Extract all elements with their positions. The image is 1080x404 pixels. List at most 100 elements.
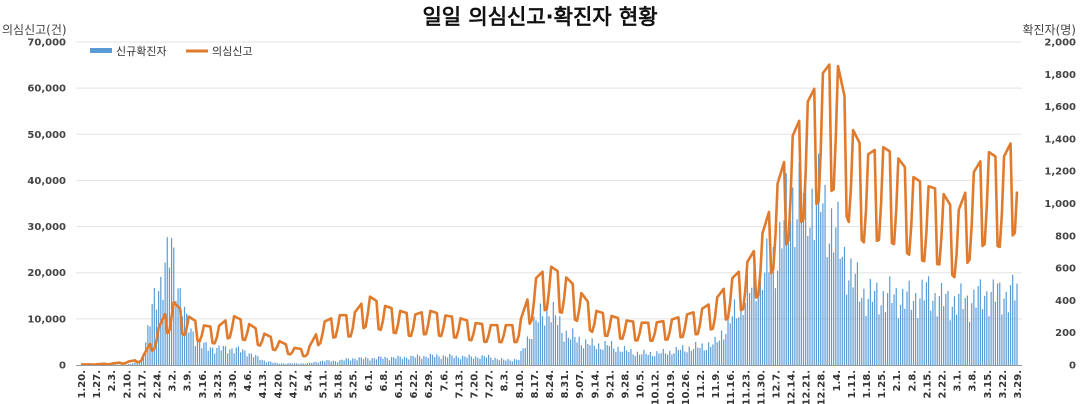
confirmed-bar	[884, 312, 887, 365]
confirmed-bar	[304, 363, 306, 365]
confirmed-bar	[714, 336, 716, 365]
confirmed-bar	[483, 356, 485, 365]
confirmed-bar	[984, 295, 986, 365]
right-y-tick: 1,400	[1044, 134, 1076, 145]
right-y-axis: 0 200 400 600 800 1,000 1,200 1,400 1,600 1,800 2,…	[1044, 38, 1076, 372]
x-tick-label: 11.9.	[711, 370, 722, 398]
confirmed-bar	[520, 350, 522, 365]
confirmed-bar	[334, 361, 337, 365]
confirmed-bar	[673, 353, 675, 365]
confirmed-bar	[513, 358, 516, 365]
confirmed-bar	[606, 345, 608, 365]
confirmed-bar	[699, 348, 701, 365]
x-tick-label: 1.27.	[92, 370, 103, 398]
confirmed-bar	[395, 358, 397, 365]
confirmed-bar	[242, 349, 244, 365]
x-tick-label: 7.13.	[454, 370, 465, 398]
x-tick-label: 6.1.	[364, 370, 375, 392]
confirmed-bar	[479, 358, 481, 365]
confirmed-bar	[723, 339, 725, 365]
confirmed-bar	[927, 276, 930, 365]
confirmed-bar	[785, 173, 787, 365]
confirmed-bar	[436, 354, 438, 365]
confirmed-bar	[406, 357, 408, 365]
confirmed-bar	[449, 353, 451, 365]
confirmed-bar	[688, 346, 690, 365]
confirmed-bar	[550, 322, 552, 365]
confirmed-bar	[774, 288, 777, 365]
confirmed-bar	[399, 356, 401, 365]
confirmed-bar	[634, 355, 636, 365]
confirmed-bar	[175, 300, 177, 365]
confirmed-bar	[718, 340, 720, 365]
confirmed-bar	[921, 279, 923, 365]
x-tick-label: 1.18.	[862, 370, 873, 398]
confirmed-bar	[339, 360, 341, 365]
confirmed-bar	[235, 347, 237, 365]
confirmed-bar	[999, 282, 1001, 365]
confirmed-bar	[365, 357, 367, 365]
right-y-tick: 1,800	[1044, 70, 1076, 81]
confirmed-bar	[811, 188, 813, 365]
x-tick-label: 3.9.	[183, 370, 194, 392]
confirmed-bar	[194, 346, 196, 365]
x-tick-label: 12.28.	[817, 370, 828, 404]
confirmed-bar	[311, 362, 313, 365]
confirmed-bar	[127, 364, 130, 365]
x-tick-label: 4.27.	[288, 370, 299, 398]
confirmed-bar	[246, 356, 248, 365]
confirmed-bar	[772, 247, 774, 365]
x-tick-label: 3.1.	[953, 370, 964, 392]
left-y-tick: 0	[59, 361, 66, 372]
confirmed-bar	[569, 339, 572, 365]
confirmed-bar	[712, 344, 714, 365]
x-tick-label: 2.24.	[152, 370, 163, 398]
confirmed-bar	[306, 363, 309, 365]
confirmed-bar	[423, 355, 425, 365]
confirmed-bar	[641, 354, 643, 365]
left-y-tick: 30,000	[27, 222, 66, 233]
confirmed-bar	[740, 298, 742, 365]
x-tick-label: 10.26.	[681, 370, 692, 404]
left-y-tick: 10,000	[27, 314, 66, 325]
x-tick-label: 1.25.	[877, 370, 888, 398]
confirmed-bar	[278, 363, 281, 365]
confirmed-bar	[906, 291, 908, 365]
confirmed-bar	[720, 330, 723, 365]
confirmed-bar	[250, 353, 252, 365]
confirmed-bar	[531, 339, 533, 365]
confirmed-bar	[705, 349, 708, 365]
confirmed-bar	[852, 287, 854, 365]
confirmed-bar	[837, 201, 839, 365]
confirmed-bar	[1009, 285, 1012, 365]
confirmed-bar	[459, 359, 462, 365]
confirmed-bar	[548, 316, 550, 365]
confirmed-bar	[326, 359, 328, 365]
x-tick-label: 3.29.	[1013, 370, 1024, 398]
legend-line-label: 의심신고	[212, 45, 252, 58]
confirmed-bar	[615, 351, 617, 365]
confirmed-bar	[710, 346, 712, 365]
confirmed-bar	[595, 349, 598, 365]
confirmed-bar	[265, 362, 268, 365]
x-tick-label: 7.6.	[439, 370, 450, 392]
confirmed-bar	[867, 298, 869, 365]
confirmed-bar	[337, 362, 339, 365]
confirmed-bar	[895, 288, 897, 365]
confirmed-bar	[287, 363, 289, 365]
confirmed-bar	[130, 363, 132, 365]
confirmed-bar	[716, 342, 718, 365]
confirmed-bar	[617, 346, 619, 365]
confirmed-bar	[544, 325, 546, 365]
x-tick-label: 12.7.	[771, 370, 782, 398]
confirmed-bar	[744, 302, 746, 365]
x-tick-label: 3.22.	[998, 370, 1009, 398]
confirmed-bar	[770, 269, 772, 365]
confirmed-bar	[768, 272, 770, 365]
confirmed-bar	[656, 351, 658, 365]
confirmed-bar	[871, 301, 874, 365]
confirmed-bar	[289, 363, 291, 365]
confirmed-bar	[820, 211, 822, 365]
confirmed-bar	[356, 360, 358, 365]
confirmed-bar	[561, 332, 563, 365]
